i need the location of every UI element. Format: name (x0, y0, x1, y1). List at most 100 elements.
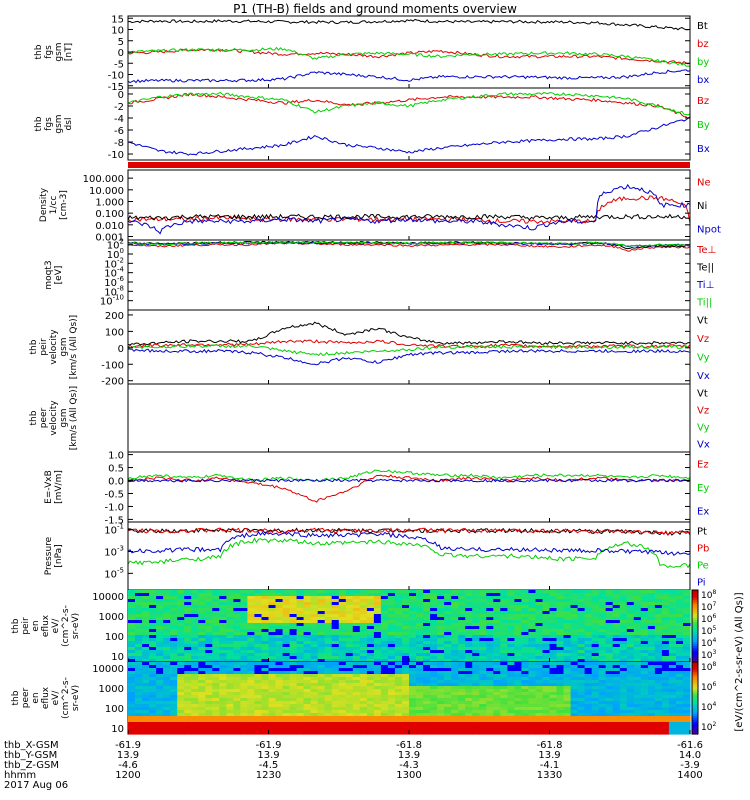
tick-label: 200 (105, 311, 124, 322)
xaxis-value: -61.9 (115, 740, 141, 751)
tick-label: -1.5 (104, 515, 124, 526)
tick-label: 100 (105, 632, 124, 643)
panel-ylabel: en (31, 620, 41, 631)
legend-Ti: Ti⊥ (696, 280, 714, 291)
tick-label: 10-5 (104, 566, 124, 580)
series-Ti (127, 241, 691, 247)
tick-label: 10-4 (104, 266, 124, 280)
tick-label: 10000 (92, 664, 124, 675)
xaxis-value: 13.9 (538, 750, 560, 761)
panel-ylabel: dsl (64, 118, 74, 131)
legend-Npot: Npot (697, 224, 721, 235)
legend-Bt: Bt (697, 21, 708, 32)
panel-ylabel: en (31, 692, 41, 703)
xaxis-row-label: hhmm (4, 770, 36, 781)
panel-ylabel: (cm^2-s- (61, 605, 71, 647)
legend-Ti: Ti|| (696, 297, 712, 308)
legend-Ni: Ni (697, 201, 707, 212)
tick-label: -200 (101, 377, 124, 388)
legend-Vx: Vx (697, 371, 710, 382)
series-Pe (127, 537, 691, 569)
panel-ylabel: peir (21, 617, 31, 635)
tick-label: 10-3 (104, 544, 124, 558)
series-Pb (127, 527, 691, 536)
legend-Te: Te⊥ (696, 245, 716, 256)
legend-Ey: Ey (697, 483, 709, 494)
xaxis-value: 1300 (396, 770, 421, 781)
tick-label: -4 (114, 114, 124, 125)
panel-ylabel: gsm (54, 114, 64, 133)
panel-frame (127, 309, 691, 385)
series-Te (127, 241, 691, 252)
xaxis-value: -61.6 (677, 740, 703, 751)
xaxis-row-label: thb_X-GSM (4, 740, 59, 751)
xaxis-value: -3.9 (680, 760, 700, 771)
tick-label: 102 (107, 238, 124, 252)
panel-ylabel: [nT] (64, 43, 74, 61)
legend-bz: bz (697, 39, 709, 50)
legend-Te: Te|| (696, 262, 714, 273)
panel-ylabel: eflux (41, 614, 51, 637)
panel-7 (127, 451, 691, 523)
tick-label: 0 (118, 344, 124, 355)
coverage-bar (128, 162, 690, 168)
series-by (127, 46, 691, 67)
tick-label: 100 (105, 327, 124, 338)
xaxis-value: -4.6 (118, 760, 138, 771)
panel-ylabel: peir (39, 338, 49, 356)
series-Bx (127, 116, 691, 156)
panel-4 (127, 239, 691, 311)
panel-8 (127, 521, 691, 591)
tick-label: -0.5 (104, 489, 124, 500)
tick-label: 0.100 (95, 209, 124, 220)
panel-ylabel: [mV/m] (54, 470, 64, 504)
tick-label: -5 (114, 59, 124, 70)
tick-label: 0 (118, 90, 124, 101)
panel-6 (127, 383, 691, 453)
legend-Pb: Pb (697, 544, 709, 555)
colorbar-tick: 103 (701, 649, 716, 661)
series-Npot (127, 183, 691, 235)
tick-label: -6 (114, 126, 124, 137)
colorbar-tick: 105 (701, 625, 716, 637)
series-Bz (127, 92, 691, 120)
colorbar-tick: 107 (701, 601, 716, 613)
series-bx (127, 69, 691, 84)
xaxis-value: -4.3 (399, 760, 419, 771)
panel-ylabel: gsm (59, 408, 69, 427)
panel-ylabel: [cm-3] (59, 190, 69, 220)
legend-Vz: Vz (697, 406, 709, 417)
legend-Pi: Pi (697, 578, 706, 589)
tick-label: 10-6 (104, 275, 124, 289)
panel-ylabel: velocity (49, 400, 59, 436)
series-Ex (127, 478, 691, 483)
tick-label: 10 (111, 26, 124, 37)
series-Bt (127, 18, 691, 31)
panel-ylabel: thb (29, 410, 39, 425)
panel-2 (127, 87, 691, 161)
colorbar-tick: 106 (701, 613, 716, 625)
panel-ylabel: eV/ (51, 618, 61, 634)
tick-label: 10 (111, 652, 124, 663)
tick-label: -15 (108, 82, 124, 93)
legend-Vz: Vz (697, 334, 709, 345)
chart-title: P1 (TH-B) fields and ground moments over… (233, 2, 517, 16)
panel-ylabel: peer (39, 407, 49, 428)
xaxis-value: 14.0 (679, 750, 701, 761)
panel-ylabel: Density (39, 187, 49, 222)
xaxis-date: 2017 Aug 06 (4, 780, 68, 791)
tick-label: 0.5 (108, 464, 124, 475)
panel-frame (127, 239, 691, 311)
xaxis-value: -61.8 (396, 740, 422, 751)
legend-Vt: Vt (697, 389, 708, 400)
colorbar-tick: 104 (701, 701, 716, 713)
colorbar-2 (691, 661, 699, 735)
xaxis-value: -4.1 (540, 760, 560, 771)
panel-ylabel: (cm^2-s- (61, 677, 71, 719)
colorbar-tick: 108 (701, 661, 716, 673)
legend-Vx: Vx (697, 440, 710, 451)
legend-Ex: Ex (697, 506, 709, 517)
panel-1 (127, 15, 691, 89)
series-Pi (127, 531, 691, 557)
series-Vt (127, 321, 691, 346)
